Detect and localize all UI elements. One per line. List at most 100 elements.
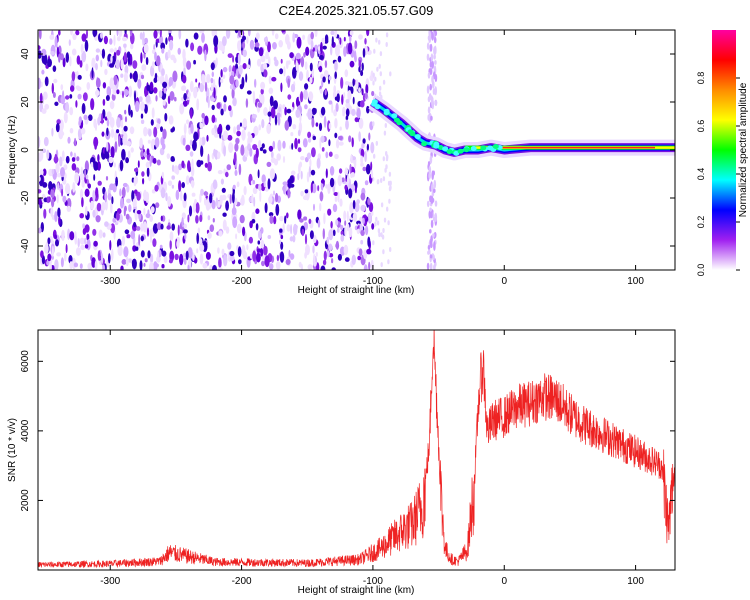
spectrogram-faint-cell: [382, 228, 385, 233]
spectrogram-noise-cell: [159, 147, 165, 156]
spectrogram-noise-cell: [304, 83, 309, 90]
spectrogram-faint-cell: [373, 153, 376, 159]
spectrogram-noise-cell: [81, 103, 86, 114]
spectrogram-noise-cell: [361, 142, 365, 149]
spectrogram-noise-cell: [186, 60, 192, 70]
spectrogram-noise-cell: [149, 81, 154, 92]
spectrogram-noise-cell: [119, 159, 124, 172]
spectrogram-noise-cell: [122, 135, 128, 146]
spectrogram-noise-cell: [367, 198, 371, 206]
spectrogram-noise-cell: [309, 62, 313, 72]
spectrogram-noise-cell: [46, 149, 50, 160]
spectrogram-noise-cell: [126, 234, 131, 239]
spectrogram-noise-cell: [118, 135, 121, 148]
spectrogram-noise-cell: [246, 36, 249, 44]
spectrogram-noise-cell: [370, 210, 374, 216]
spectrogram-noise-cell: [97, 154, 100, 163]
spectrogram-x-tick-label: -100: [363, 276, 383, 287]
spectrogram-noise-cell: [160, 223, 164, 230]
spectrogram-noise-cell: [300, 56, 305, 68]
spectrogram-noise-cell: [180, 190, 183, 202]
spectrogram-noise-cell: [318, 65, 323, 73]
spectrogram-noise-cell: [300, 156, 305, 161]
spectrogram-noise-cell: [276, 112, 281, 119]
spectrogram-noise-cell: [121, 148, 126, 161]
spectrogram-noise-cell: [207, 153, 210, 165]
spectrogram-noise-cell: [324, 60, 328, 69]
spectrogram-noise-cell: [183, 123, 187, 135]
spectrogram-noise-cell: [240, 144, 245, 156]
spectrogram-noise-cell: [360, 70, 364, 77]
spectrogram-noise-cell: [110, 55, 113, 64]
spectrogram-noise-cell: [183, 257, 187, 265]
spectrogram-noise-cell: [182, 74, 187, 84]
spectrogram-noise-cell: [169, 239, 172, 250]
spectrogram-noise-cell: [209, 264, 213, 270]
spectrogram-noise-cell: [310, 31, 315, 40]
spectrogram-noise-cell: [325, 184, 328, 189]
spectrogram-noise-cell: [311, 68, 314, 79]
spectrogram-noise-cell: [123, 207, 126, 217]
spectrogram-stripe-cell: [433, 54, 436, 60]
spectrogram-noise-cell: [264, 186, 269, 192]
spectrogram-noise-cell: [191, 139, 197, 152]
spectrogram-noise-cell: [343, 36, 346, 42]
spectrogram-noise-cell: [287, 94, 292, 100]
spectrogram-noise-cell: [351, 108, 356, 116]
spectrogram-x-tick-label: 0: [501, 276, 507, 287]
spectrogram-noise-cell: [252, 187, 258, 195]
spectrogram-noise-cell: [141, 64, 147, 71]
spectrogram-noise-cell: [151, 61, 155, 69]
spectrogram-stripe-cell: [429, 61, 433, 68]
spectrogram-noise-cell: [41, 108, 47, 114]
spectrogram-noise-cell: [353, 159, 357, 169]
spectrogram-noise-cell: [43, 208, 47, 219]
spectrogram-noise-cell: [181, 160, 185, 169]
spectrogram-noise-cell: [243, 185, 247, 196]
spectrogram-noise-cell: [112, 217, 116, 223]
spectrogram-noise-cell: [206, 134, 209, 142]
spectrogram-noise-cell: [107, 193, 112, 201]
spectrogram-noise-cell: [323, 70, 329, 78]
spectrogram-noise-cell: [44, 103, 50, 110]
spectrogram-noise-cell: [322, 76, 326, 83]
spectrogram-noise-cell: [38, 189, 42, 194]
spectrogram-noise-cell: [370, 70, 374, 80]
spectrogram-noise-cell: [127, 150, 131, 159]
spectrogram-noise-cell: [252, 144, 258, 150]
spectrogram-noise-cell: [60, 257, 64, 268]
spectrogram-noise-cell: [140, 52, 143, 64]
spectrogram-noise-cell: [254, 42, 260, 48]
spectrogram-noise-cell: [100, 253, 104, 265]
spectrogram-noise-cell: [288, 249, 291, 258]
spectrogram-noise-cell: [150, 119, 154, 126]
spectrogram-noise-cell: [79, 189, 84, 200]
spectrogram-noise-cell: [128, 85, 133, 98]
spectrogram-faint-cell: [382, 79, 386, 85]
spectrogram-noise-cell: [291, 142, 294, 150]
spectrogram-noise-cell: [247, 30, 251, 37]
spectrogram-faint-cell: [389, 71, 392, 77]
spectrogram-noise-cell: [348, 227, 353, 238]
spectrogram-noise-cell: [106, 118, 110, 127]
spectrogram-noise-cell: [239, 83, 244, 90]
spectrogram-noise-cell: [348, 35, 352, 43]
spectrogram-stripe-cell: [429, 254, 433, 259]
spectrogram-noise-cell: [361, 62, 364, 71]
spectrogram-noise-cell: [126, 198, 131, 204]
spectrogram-noise-cell: [132, 198, 137, 208]
spectrogram-noise-cell: [328, 122, 332, 130]
spectrogram-faint-cell: [378, 39, 381, 45]
spectrogram-noise-cell: [213, 87, 216, 99]
spectrogram-noise-cell: [220, 78, 224, 84]
spectrogram-noise-cell: [154, 137, 160, 148]
spectrogram-noise-cell: [85, 174, 89, 180]
spectrogram-noise-cell: [299, 161, 303, 168]
spectrogram-noise-cell: [140, 250, 145, 258]
spectrogram-noise-cell: [335, 219, 339, 226]
spectrogram-stripe-cell: [427, 114, 431, 121]
spectrogram-noise-cell: [79, 213, 84, 219]
spectrogram-noise-cell: [165, 37, 168, 45]
snr-x-tick-label: -300: [100, 576, 120, 587]
spectrogram-noise-cell: [115, 212, 120, 221]
